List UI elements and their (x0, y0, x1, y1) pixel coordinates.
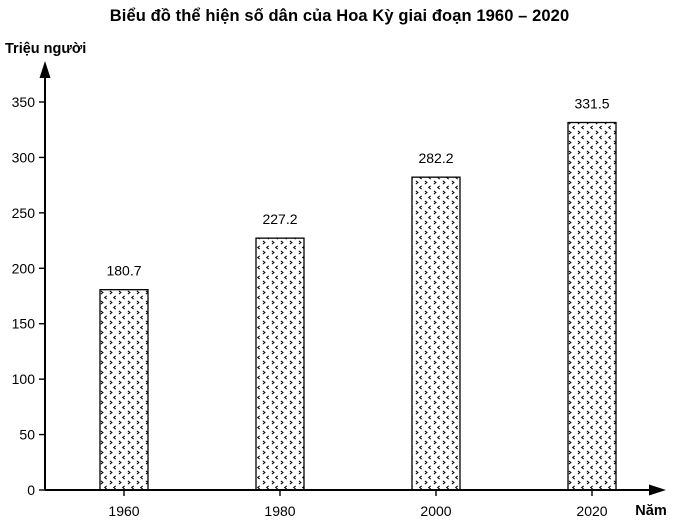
x-axis-title: Năm (635, 503, 666, 519)
data-label: 282.2 (418, 150, 453, 166)
y-tick-label: 0 (27, 482, 35, 498)
y-tick-label: 200 (12, 260, 36, 276)
bar-1980 (255, 237, 305, 491)
x-category-label: 2000 (420, 503, 451, 519)
y-tick-label: 350 (12, 94, 36, 110)
data-label: 331.5 (574, 96, 609, 112)
x-category-label: 1960 (108, 503, 139, 519)
data-label: 180.7 (106, 263, 141, 279)
bar-2000 (411, 176, 461, 491)
y-tick-label: 100 (12, 371, 36, 387)
data-label: 227.2 (262, 211, 297, 227)
chart-title: Biểu đồ thể hiện số dân của Hoa Kỳ giai … (109, 7, 570, 25)
y-axis-title: Triệu người (5, 41, 87, 57)
x-category-label: 1980 (264, 503, 295, 519)
y-tick-label: 50 (19, 427, 35, 443)
y-tick-label: 250 (12, 205, 36, 221)
bar-2020 (567, 121, 617, 491)
y-axis-arrow-icon (39, 61, 51, 78)
x-category-label: 2020 (576, 503, 607, 519)
x-axis-arrow-icon (649, 484, 666, 496)
y-tick-label: 300 (12, 149, 36, 165)
y-tick-label: 150 (12, 316, 36, 332)
bar-1960 (99, 289, 149, 491)
